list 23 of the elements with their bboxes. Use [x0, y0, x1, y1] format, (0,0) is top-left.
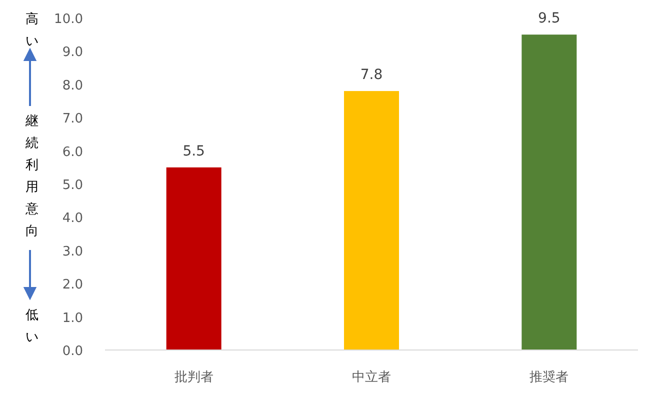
data-label: 5.5	[182, 143, 205, 160]
y-tick-label: 0.0	[62, 344, 83, 359]
bar	[166, 167, 222, 350]
y-tick-label: 2.0	[62, 278, 83, 293]
y-tick-label: 3.0	[62, 244, 83, 260]
data-label: 7.8	[360, 67, 383, 84]
text: 低い	[26, 308, 38, 345]
y-tick-label: 7.0	[62, 112, 83, 127]
x-tick-label: 批判者	[174, 370, 214, 385]
y-tick-label: 1.0	[62, 310, 83, 326]
bar	[522, 34, 577, 350]
y-axis-title: 継続利用意向	[24, 114, 38, 239]
bar	[344, 91, 399, 350]
x-tick-label: 中立者	[352, 369, 391, 385]
data-label: 9.5	[538, 10, 560, 27]
y-tick-label: 6.0	[62, 144, 83, 160]
y-tick-label: 8.0	[62, 78, 83, 94]
y-tick-label: 9.0	[62, 45, 83, 60]
y-tick-label: 5.0	[62, 178, 83, 193]
text: 高い	[26, 11, 38, 49]
x-tick-label: 推奨者	[530, 370, 569, 385]
y-tick-label: 10.0	[54, 12, 83, 27]
y-tick-label: 4.0	[62, 211, 83, 226]
